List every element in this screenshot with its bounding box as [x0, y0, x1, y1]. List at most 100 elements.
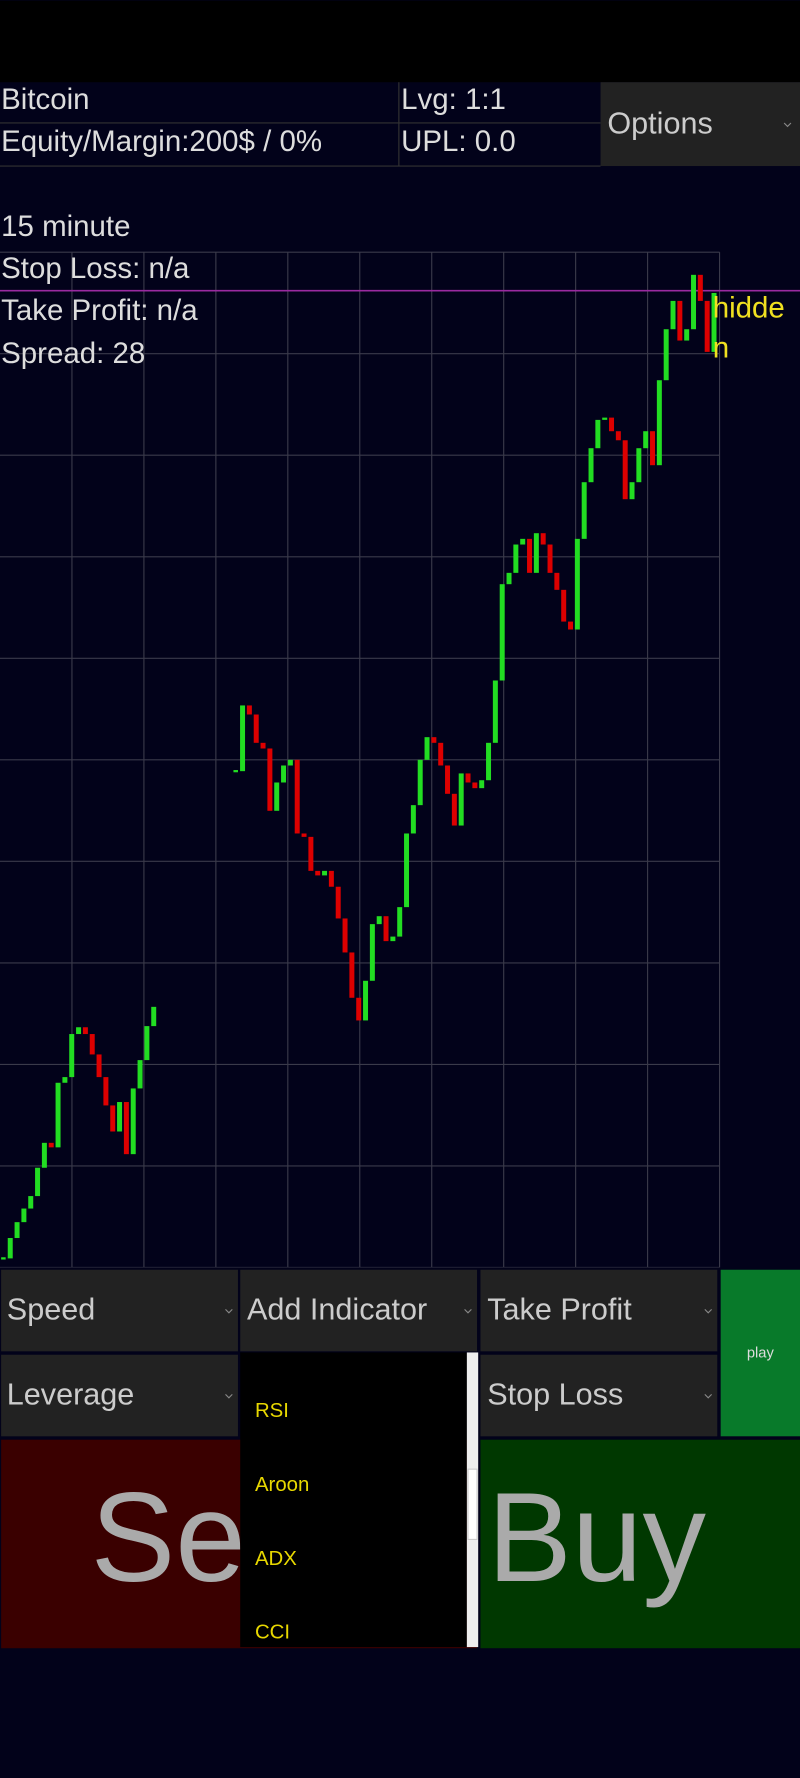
candle: [301, 833, 307, 837]
candle: [663, 329, 669, 381]
candle: [492, 680, 498, 743]
indicator-item: RSI: [255, 1400, 289, 1422]
candle: [69, 1034, 75, 1078]
chevron: [704, 1393, 713, 1399]
candle: [677, 300, 683, 341]
candle: [499, 584, 505, 681]
stop-loss-button[interactable]: [480, 1354, 718, 1437]
candle: [629, 482, 635, 500]
candle: [144, 1026, 150, 1061]
candle: [28, 1196, 34, 1209]
candle: [533, 533, 539, 573]
candle: [650, 431, 656, 466]
candle: [451, 793, 457, 826]
candle: [123, 1102, 129, 1155]
indicator-label: Add Indicator: [247, 1293, 427, 1327]
candle: [581, 482, 587, 539]
candle: [602, 417, 608, 420]
candle: [704, 300, 710, 352]
candle: [274, 782, 280, 811]
candle: [240, 705, 246, 772]
speed-label: Speed: [7, 1293, 95, 1327]
candle: [588, 448, 594, 483]
scrollbar-thumb[interactable]: [467, 1468, 478, 1540]
candle: [82, 1027, 88, 1035]
indicator-item: ADX: [255, 1548, 297, 1570]
candle: [458, 773, 464, 826]
candle: [445, 765, 451, 794]
candle: [48, 1142, 54, 1148]
chevron: [225, 1393, 233, 1399]
spread: Spread: 28: [1, 337, 145, 370]
candle: [547, 544, 553, 573]
take-profit: Take Profit: n/a: [1, 294, 198, 327]
candle: [117, 1102, 123, 1132]
candle: [308, 836, 314, 871]
take-profit-button[interactable]: [480, 1269, 718, 1352]
price-tag: n: [713, 331, 729, 364]
candle: [479, 780, 485, 789]
speed-button[interactable]: [1, 1269, 238, 1352]
candle: [486, 742, 492, 781]
candle: [691, 274, 697, 330]
candle: [554, 572, 560, 590]
candle: [7, 1238, 13, 1259]
candle: [568, 621, 574, 630]
chevron: [783, 122, 792, 128]
candle: [14, 1222, 20, 1239]
indicator-item: CCI: [255, 1622, 290, 1644]
leverage-label: Leverage: [7, 1378, 135, 1412]
candle: [253, 714, 259, 743]
candle: [281, 765, 287, 783]
candle: [670, 300, 676, 330]
candle: [89, 1034, 95, 1055]
buy-button[interactable]: [480, 1439, 800, 1649]
candles: [1, 274, 717, 1260]
price-tag: hidde: [713, 292, 785, 325]
candle: [137, 1060, 143, 1089]
leverage-button[interactable]: [1, 1354, 238, 1437]
candle: [472, 782, 478, 789]
candle: [110, 1105, 116, 1132]
candle: [76, 1027, 82, 1035]
chevron: [464, 1308, 472, 1314]
indicator-button[interactable]: [240, 1269, 478, 1352]
candle: [103, 1077, 109, 1106]
candle: [342, 918, 348, 953]
grid: [0, 251, 721, 1269]
take-profit-label: Take Profit: [487, 1293, 632, 1327]
options-label: Options: [607, 106, 712, 140]
candle: [424, 737, 430, 760]
candle: [260, 742, 266, 749]
candle: [96, 1054, 102, 1078]
options-button[interactable]: [600, 82, 800, 167]
candle: [697, 274, 703, 301]
play-button[interactable]: [720, 1269, 800, 1437]
candle: [643, 431, 649, 449]
candle: [246, 705, 252, 715]
indicator-dropdown: [240, 1352, 467, 1648]
candle: [383, 916, 389, 942]
candle: [287, 759, 293, 766]
candle: [561, 589, 567, 622]
candle: [328, 870, 334, 887]
candle: [335, 886, 341, 919]
candle: [438, 742, 444, 766]
candle: [404, 833, 410, 908]
asset: Bitcoin: [1, 83, 89, 116]
candle: [506, 572, 512, 585]
candle: [267, 748, 273, 811]
indicator-list: RSI Aroon ADX CCI: [255, 1400, 309, 1644]
chevron: [225, 1308, 233, 1314]
candle: [636, 448, 642, 483]
stop-loss: Stop Loss: n/a: [1, 252, 190, 285]
stop-loss-label: Stop Loss: [487, 1378, 623, 1412]
candle: [684, 329, 690, 341]
candle: [356, 997, 362, 1021]
candle: [527, 538, 533, 573]
candle: [615, 431, 621, 441]
candle: [390, 936, 396, 942]
candle: [363, 980, 369, 1021]
candle: [41, 1142, 47, 1168]
